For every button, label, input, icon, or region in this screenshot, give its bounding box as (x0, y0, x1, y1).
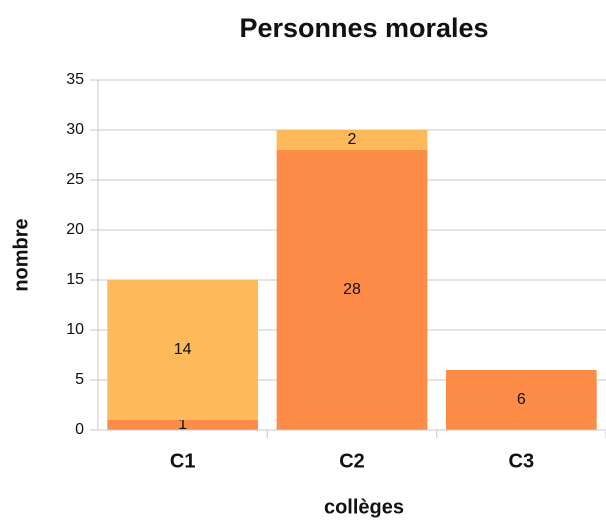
data-label: 14 (174, 341, 192, 358)
y-tick-label: 0 (75, 421, 84, 438)
x-tick-label: C1 (170, 450, 196, 472)
data-label: 28 (343, 281, 361, 298)
x-tick-label: C2 (339, 450, 365, 472)
y-tick-label: 30 (66, 121, 84, 138)
y-tick-label: 35 (66, 71, 84, 88)
data-label: 1 (178, 416, 187, 433)
y-axis-label: nombre (10, 218, 32, 291)
y-tick-label: 5 (75, 371, 84, 388)
bar-segment (107, 420, 259, 430)
x-axis-label: collèges (324, 496, 404, 518)
bar-segment (445, 370, 597, 430)
y-tick-label: 25 (66, 171, 84, 188)
bar-segment (276, 150, 428, 430)
x-tick-label: C3 (509, 450, 535, 472)
data-label: 2 (348, 131, 357, 148)
y-tick-label: 20 (66, 221, 84, 238)
bar-segment (107, 280, 259, 420)
y-tick-label: 10 (66, 321, 84, 338)
chart-title: Personnes morales (239, 13, 488, 43)
bar-segment (276, 130, 428, 150)
y-tick-label: 15 (66, 271, 84, 288)
data-label: 6 (517, 391, 526, 408)
